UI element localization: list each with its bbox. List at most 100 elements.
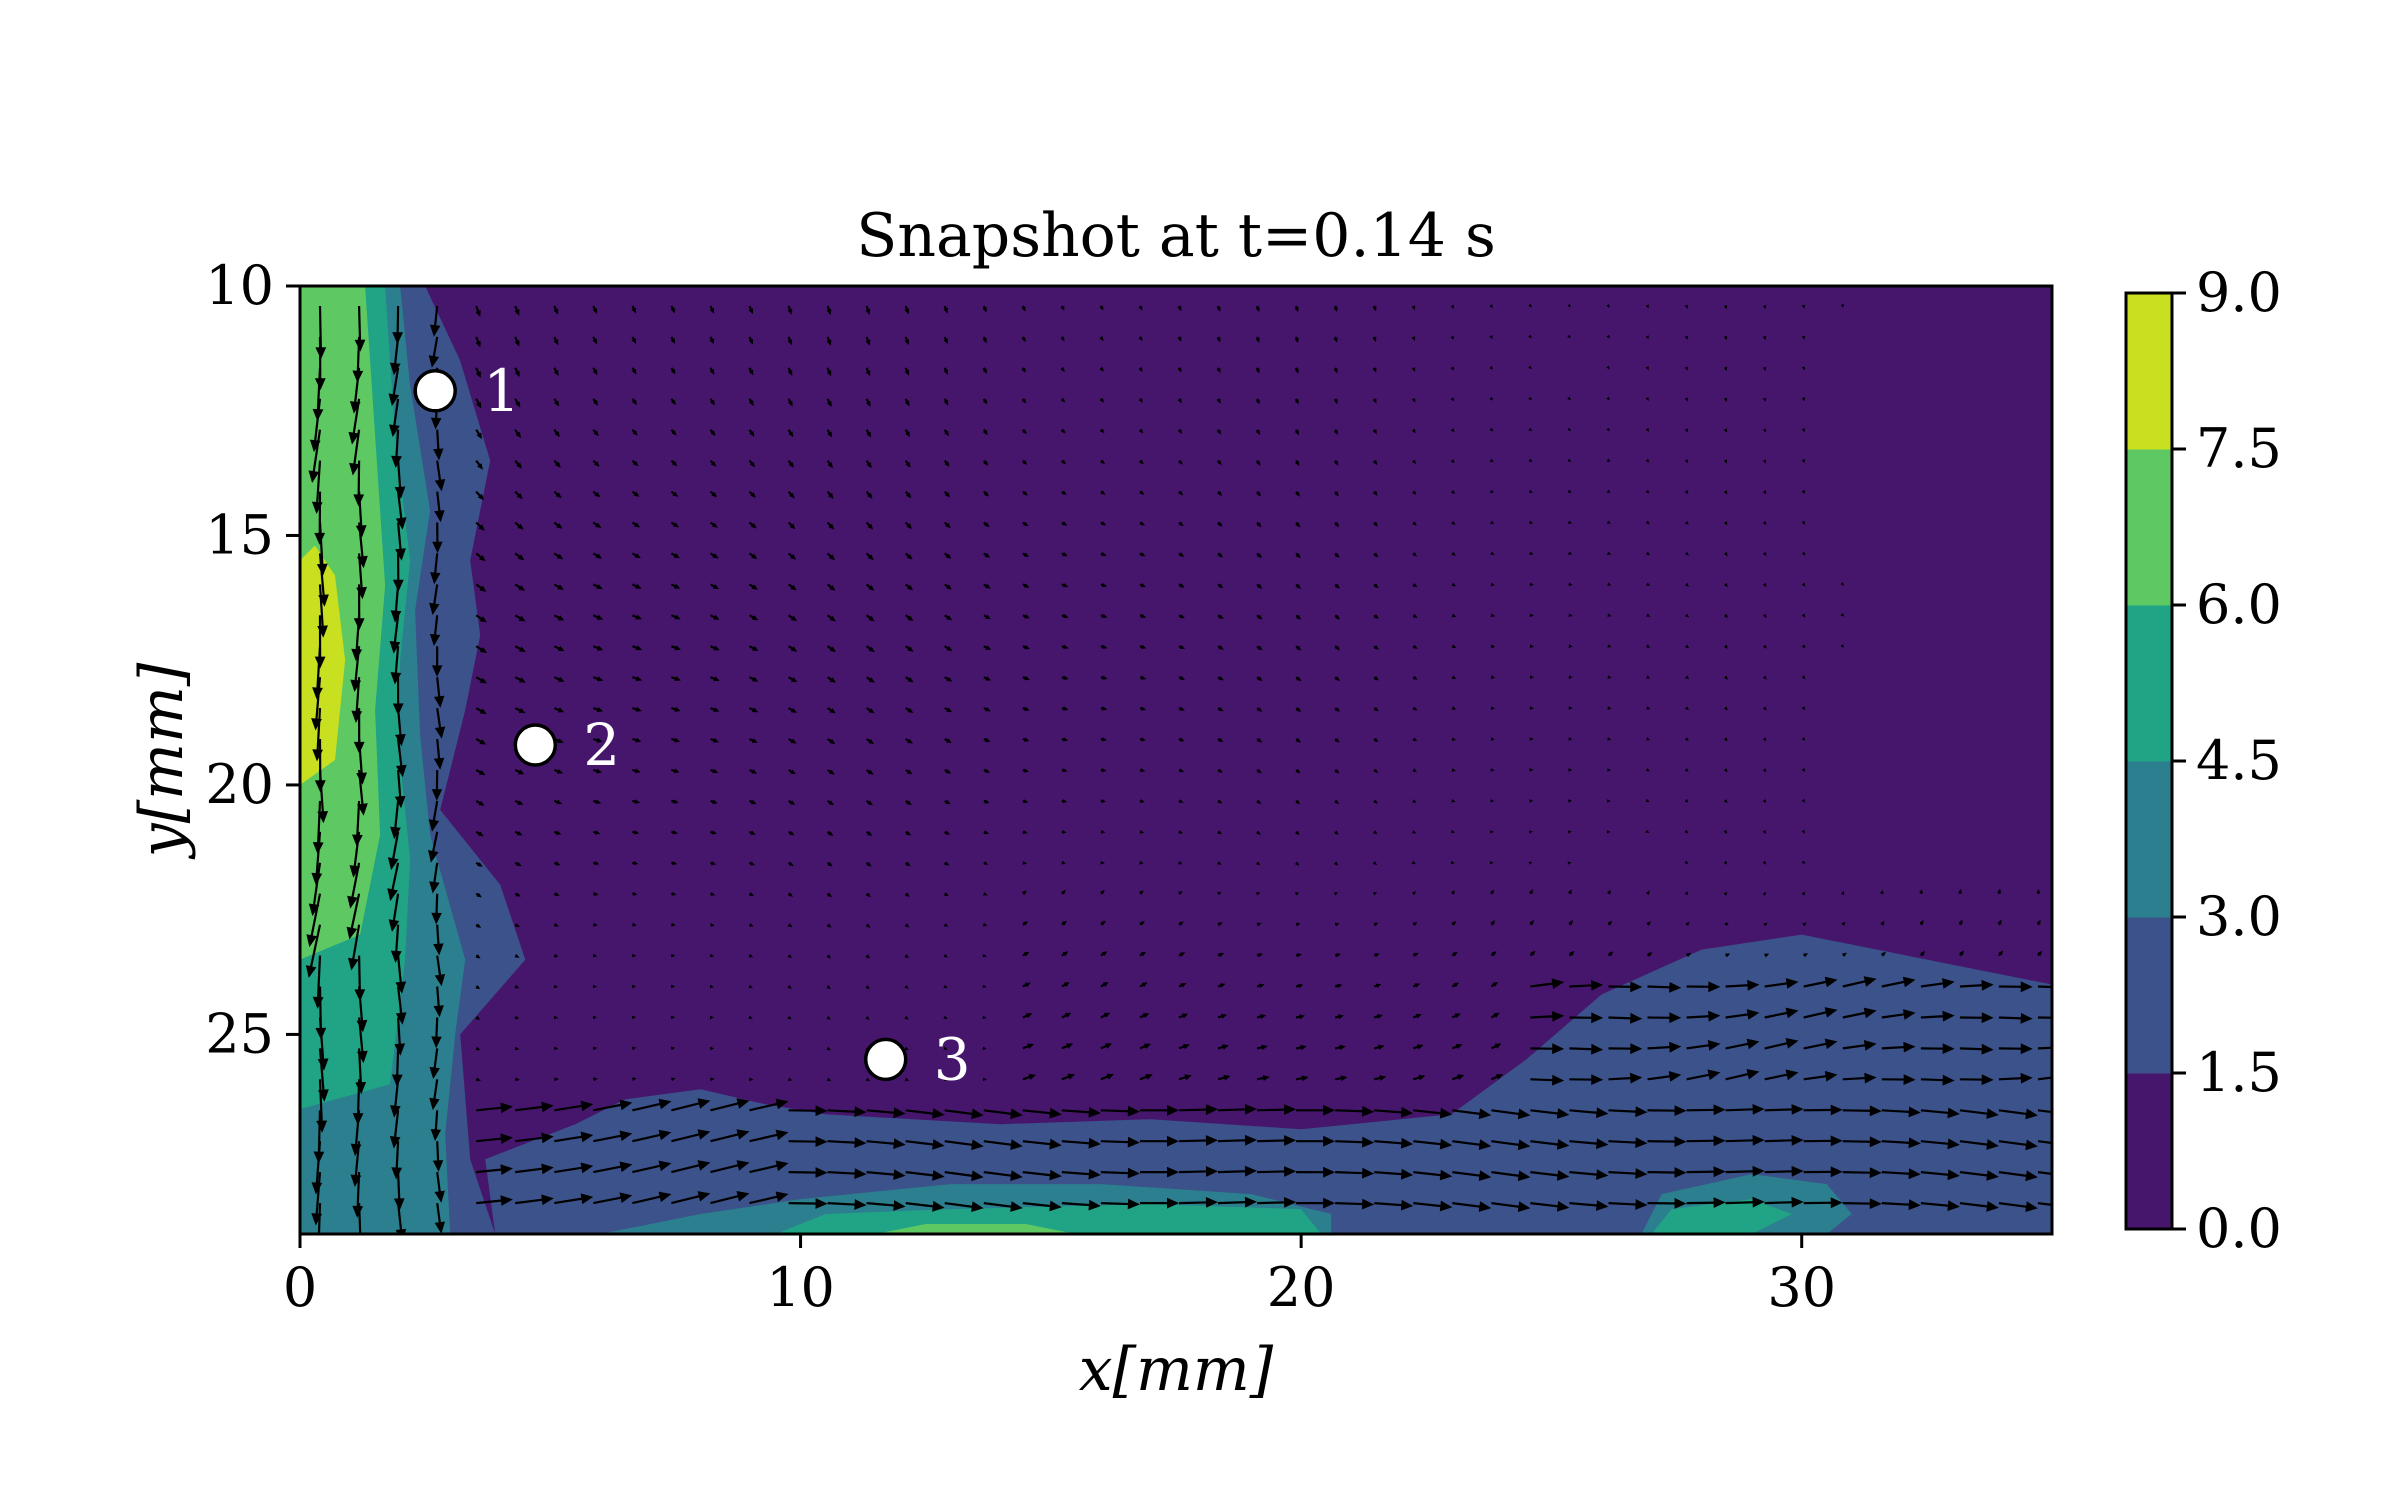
velocity-arrow: [554, 1046, 559, 1051]
velocity-arrow: [826, 521, 835, 530]
colorbar: 0.0 1.5 3.0 4.5 6.0 7.5 9.0: [2124, 261, 2282, 1260]
velocity-arrow: [787, 892, 794, 897]
velocity-arrow: [1529, 737, 1534, 741]
velocity-arrow: [1373, 707, 1379, 712]
velocity-arrow: [1490, 520, 1495, 524]
velocity-arrow: [1295, 738, 1301, 743]
velocity-arrow: [1412, 983, 1421, 988]
velocity-arrow: [1256, 1075, 1270, 1081]
velocity-arrow: [1139, 706, 1147, 711]
velocity-arrow: [1645, 829, 1650, 833]
velocity-arrow: [865, 799, 873, 806]
velocity-arrow: [1452, 1201, 1492, 1212]
velocity-arrow: [1372, 367, 1377, 373]
velocity-arrow: [1177, 305, 1182, 312]
velocity-arrow: [865, 769, 874, 775]
velocity-arrow: [1373, 737, 1379, 742]
colorbar-band: [2126, 1073, 2172, 1230]
velocity-arrow: [1372, 429, 1377, 435]
velocity-arrow: [1412, 614, 1418, 618]
velocity-arrow: [1178, 490, 1184, 496]
velocity-arrow: [904, 490, 912, 499]
velocity-arrow: [1686, 1069, 1721, 1081]
velocity-arrow: [1568, 675, 1573, 679]
velocity-arrow: [1801, 644, 1806, 649]
velocity-arrow: [1178, 890, 1183, 895]
velocity-arrow: [631, 1046, 637, 1051]
velocity-arrow: [553, 645, 565, 652]
velocity-arrow: [2036, 919, 2041, 926]
velocity-arrow: [1490, 551, 1495, 555]
velocity-arrow: [514, 799, 524, 805]
velocity-arrow: [1489, 365, 1493, 370]
velocity-arrow: [1490, 920, 1496, 926]
velocity-arrow: [982, 367, 987, 374]
velocity-arrow: [943, 1077, 949, 1081]
velocity-arrow: [1842, 1105, 1882, 1117]
velocity-arrow: [670, 614, 681, 620]
velocity-arrow: [1685, 613, 1690, 618]
velocity-arrow: [348, 924, 361, 971]
velocity-arrow: [1723, 305, 1728, 310]
velocity-arrow: [1491, 1139, 1531, 1151]
velocity-arrow: [788, 1198, 828, 1209]
velocity-arrow: [1021, 367, 1026, 373]
velocity-arrow: [1606, 889, 1611, 895]
velocity-arrow: [1490, 1012, 1500, 1019]
velocity-arrow: [670, 552, 680, 559]
velocity-arrow: [1256, 892, 1261, 896]
velocity-arrow: [1140, 1197, 1179, 1209]
velocity-arrow: [670, 398, 676, 406]
velocity-arrow: [1607, 706, 1612, 710]
velocity-arrow: [1140, 1166, 1179, 1178]
velocity-arrow: [631, 521, 641, 528]
velocity-arrow: [388, 893, 400, 932]
velocity-arrow: [983, 490, 989, 497]
velocity-arrow: [1841, 921, 1846, 926]
velocity-arrow: [1723, 860, 1727, 865]
velocity-arrow: [1373, 459, 1378, 466]
velocity-arrow: [749, 738, 758, 743]
velocity-arrow: [593, 1077, 598, 1082]
velocity-arrow: [944, 552, 952, 559]
velocity-arrow: [592, 521, 602, 528]
velocity-arrow: [944, 707, 953, 713]
velocity-arrow: [553, 923, 559, 927]
velocity-arrow: [632, 1129, 672, 1143]
velocity-arrow: [1529, 551, 1534, 555]
velocity-arrow: [1723, 397, 1728, 402]
velocity-arrow: [1803, 976, 1838, 988]
velocity-arrow: [1490, 706, 1496, 710]
velocity-arrow: [1139, 521, 1145, 526]
velocity-arrow: [306, 893, 322, 948]
velocity-arrow: [1217, 922, 1223, 927]
velocity-arrow: [553, 552, 564, 560]
velocity-arrow: [1061, 1199, 1101, 1211]
velocity-arrow: [1489, 396, 1494, 401]
velocity-arrow: [1100, 1012, 1111, 1019]
velocity-arrow: [944, 1139, 984, 1151]
velocity-arrow: [431, 646, 443, 677]
velocity-arrow: [1881, 1199, 1921, 1211]
velocity-arrow: [1645, 551, 1650, 556]
velocity-arrow: [2037, 1202, 2052, 1206]
velocity-arrow: [1647, 982, 1682, 993]
velocity-arrow: [1217, 459, 1222, 466]
velocity-arrow: [475, 738, 487, 745]
x-tick-label: 30: [1767, 1256, 1836, 1319]
velocity-arrow: [826, 459, 833, 469]
velocity-arrow: [787, 521, 796, 530]
velocity-arrow: [905, 583, 914, 591]
velocity-arrow: [1529, 675, 1534, 679]
velocity-arrow: [787, 954, 793, 958]
velocity-arrow: [1256, 1014, 1267, 1019]
velocity-arrow: [1217, 1165, 1257, 1177]
velocity-arrow: [826, 645, 837, 653]
contour-region-9: [875, 1224, 1076, 1234]
velocity-arrow: [1217, 861, 1222, 865]
velocity-arrow: [671, 1098, 711, 1112]
contour-region-7: [1651, 1199, 1792, 1234]
velocity-arrow: [1412, 1013, 1422, 1019]
velocity-arrow: [944, 892, 949, 897]
velocity-arrow: [1645, 304, 1649, 309]
